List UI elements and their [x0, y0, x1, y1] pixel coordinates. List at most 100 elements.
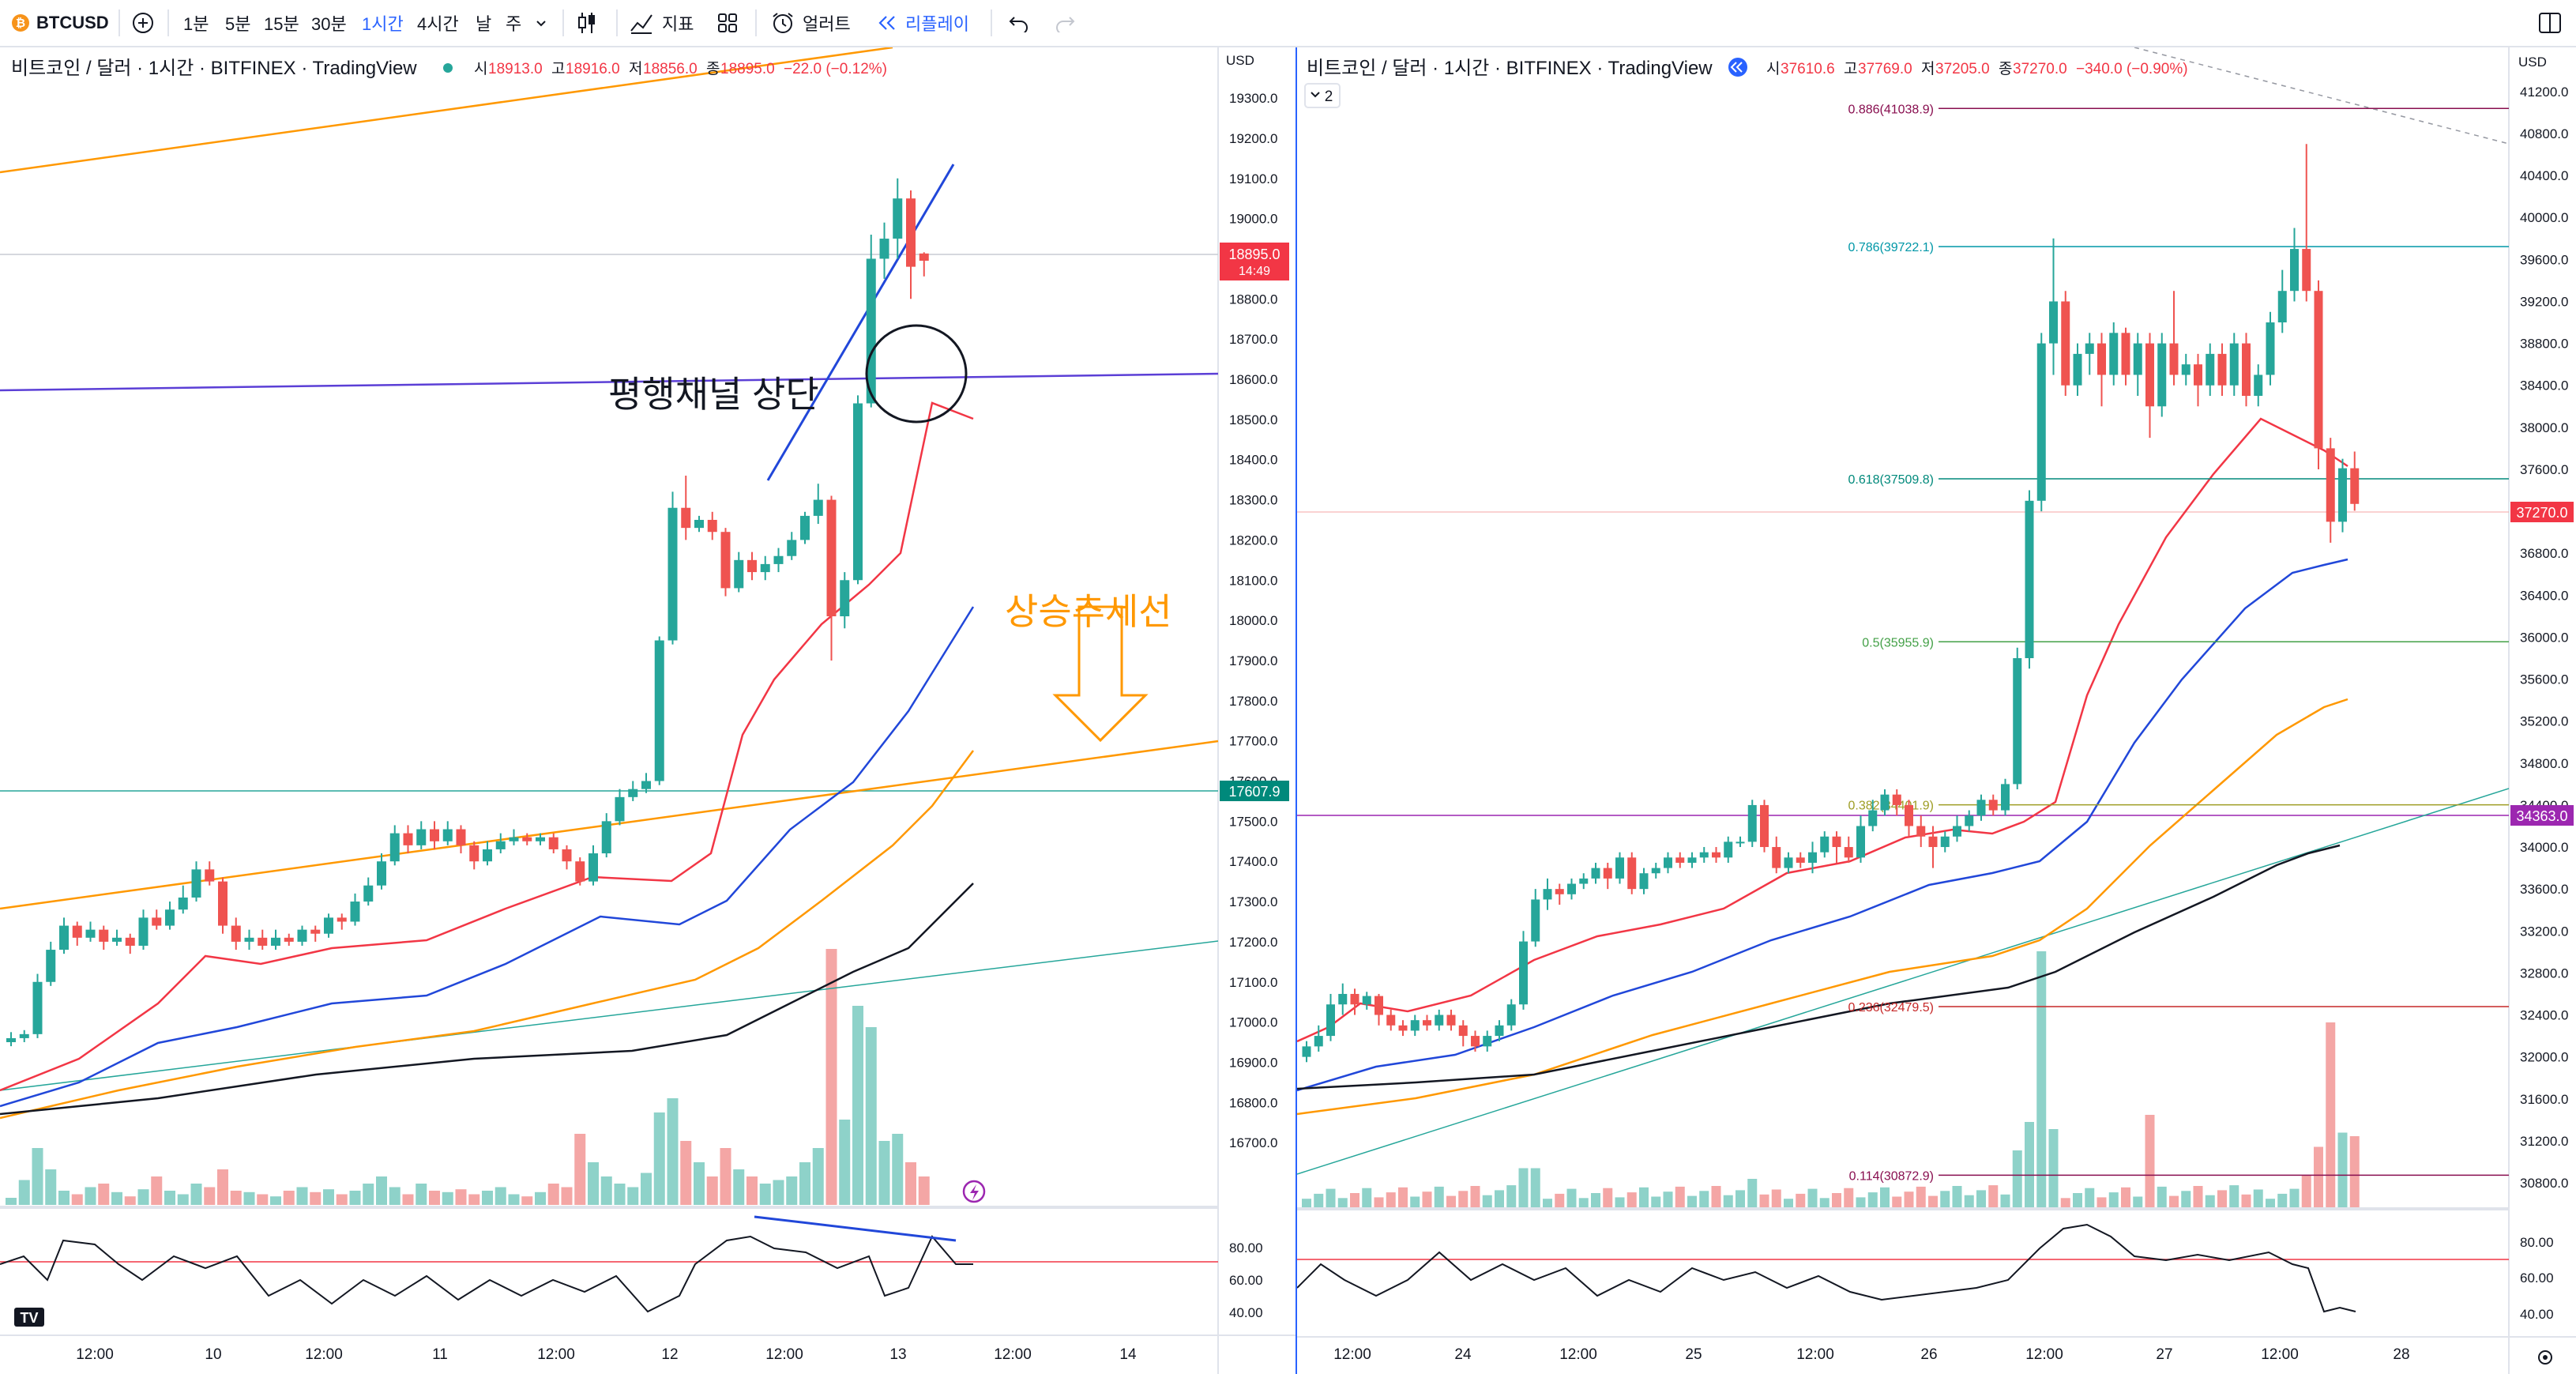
candle-body — [2194, 364, 2202, 386]
volume-bar — [1555, 1193, 1565, 1207]
candle-body — [800, 515, 810, 540]
channel-mid-line — [0, 372, 1219, 392]
volume-bar — [204, 1187, 216, 1205]
candle-body — [509, 837, 519, 841]
dashed-trend-line — [2134, 47, 2510, 145]
replay-button[interactable]: 리플레이 — [877, 0, 969, 46]
interval-30m[interactable]: 30분 — [311, 14, 347, 34]
redo-button[interactable] — [1054, 0, 1076, 46]
volume-bar — [1337, 1198, 1348, 1207]
volume-bar — [733, 1169, 745, 1205]
time-tick: 12 — [661, 1346, 678, 1363]
candle-body — [297, 929, 307, 942]
volume-bar — [746, 1176, 758, 1205]
layout-grid-icon — [718, 13, 737, 32]
compare-add-button[interactable] — [131, 0, 155, 46]
volume-bar — [574, 1134, 586, 1205]
time-tick: 26 — [1920, 1346, 1937, 1363]
right-chart-pane[interactable]: 0.886(41038.9) 0.786(39722.1) 0.618(37509.… — [1297, 47, 2576, 1374]
volume-bar — [1458, 1191, 1469, 1207]
volume-bar — [468, 1194, 480, 1205]
top-toolbar: ₿ BTCUSD 1분 5분 15분 30분 1시간 4시간 날 주 지표 얼러… — [0, 0, 2576, 47]
candle-body — [2025, 500, 2034, 658]
volume-bar — [547, 1184, 559, 1205]
candle-body — [1928, 836, 1938, 848]
price-tick: 37600.0 — [2520, 462, 2568, 477]
collapsed-indicators-button[interactable]: 2 — [1304, 83, 1341, 108]
indicators-label: 지표 — [662, 14, 694, 34]
volume-bar — [2289, 1188, 2300, 1207]
fullscreen-button[interactable] — [2537, 0, 2563, 46]
volume-bar — [137, 1189, 149, 1205]
volume-bar — [6, 1198, 17, 1205]
pane-divider[interactable] — [1296, 47, 1297, 1374]
interval-dropdown[interactable] — [534, 0, 548, 46]
interval-1w[interactable]: 주 — [506, 14, 522, 34]
volume-bar — [270, 1196, 281, 1205]
price-tick: 36400.0 — [2520, 588, 2568, 603]
candle-body — [1760, 804, 1769, 848]
candle-body — [681, 507, 691, 529]
candle-body — [1988, 800, 1998, 811]
svg-text:TV: TV — [20, 1310, 38, 1326]
volume-bar — [482, 1191, 493, 1205]
left-time-axis[interactable]: 12:00 10 12:00 11 12:00 12 12:00 13 12:00 14 — [76, 1346, 1137, 1363]
price-tick: 17800.0 — [1229, 694, 1277, 709]
left-chart-pane[interactable]: 비트코인 / 달러 · 1시간 · BITFINEX · TradingView… — [0, 47, 1296, 1374]
candle-body — [1880, 794, 1890, 811]
interval-5m[interactable]: 5분 — [225, 14, 251, 34]
volume-bar — [1796, 1193, 1806, 1207]
price-tick: 34000.0 — [2520, 840, 2568, 855]
volume-bar — [1711, 1186, 1721, 1207]
left-volume-bars — [6, 949, 930, 1205]
candle-body — [1808, 852, 1817, 863]
right-ohlc-legend: 시 37610.6 고 37769.0 저 37205.0 종 37270.0 … — [1766, 60, 2188, 77]
candle-body — [720, 532, 731, 589]
symbol-search-button[interactable]: ₿ BTCUSD — [11, 0, 109, 46]
interval-1d[interactable]: 날 — [476, 14, 492, 34]
candle-body — [125, 937, 135, 946]
chart-type-button[interactable] — [575, 0, 599, 46]
svg-text:2: 2 — [1325, 88, 1333, 105]
interval-1m[interactable]: 1분 — [183, 14, 209, 34]
interval-15m[interactable]: 15분 — [264, 14, 299, 34]
rsi-divergence-line — [754, 1215, 957, 1242]
settings-gear-icon[interactable] — [2538, 1350, 2552, 1365]
candle-body — [853, 403, 863, 581]
volume-bar — [177, 1194, 189, 1205]
lightning-icon[interactable] — [962, 1180, 986, 1203]
candle-body — [2314, 291, 2323, 449]
volume-bar — [1482, 1195, 1492, 1207]
candle-body — [1892, 794, 1901, 805]
indicators-button[interactable]: 지표 — [629, 0, 694, 46]
volume-bar — [2217, 1190, 2227, 1207]
volume-bar — [2036, 951, 2047, 1207]
candle-body — [324, 917, 333, 934]
interval-4h[interactable]: 4시간 — [417, 14, 459, 34]
volume-bar — [1326, 1188, 1336, 1207]
undo-button[interactable] — [1008, 0, 1030, 46]
volume-bar — [151, 1176, 163, 1205]
price-tick: 33200.0 — [2520, 924, 2568, 939]
left-ohlc-legend: 시 18913.0 고 18916.0 저 18856.0 종 18895.0 … — [474, 60, 887, 77]
right-time-axis[interactable]: 12:00 24 12:00 25 12:00 26 12:00 27 12:00 28 — [1333, 1346, 2409, 1363]
left-price-axis[interactable]: 19300.019200.019100.019000.018900.018800… — [1229, 91, 1277, 1150]
volume-bar — [2229, 1185, 2239, 1207]
candle-body — [2157, 343, 2167, 407]
time-tick: 12:00 — [1796, 1346, 1834, 1363]
candle-body — [138, 917, 149, 946]
candle-body — [2073, 353, 2082, 386]
right-currency-label: USD — [2518, 55, 2547, 70]
candle-body — [1953, 826, 1961, 837]
volume-bar — [296, 1187, 308, 1205]
right-price-axis[interactable]: 41200.0 40800.0 40400.0 40000.0 39600.0 39200… — [2520, 85, 2568, 1191]
price-tick: 18300.0 — [1229, 493, 1277, 508]
interval-1h[interactable]: 1시간 — [362, 14, 404, 34]
right-drawings — [1297, 47, 2510, 1175]
layouts-button[interactable] — [716, 0, 739, 46]
candle-body — [1495, 1025, 1504, 1037]
replay-badge-icon[interactable] — [1728, 58, 1747, 77]
candle-body — [787, 540, 797, 556]
alert-button[interactable]: 얼러트 — [771, 0, 851, 46]
candle-body — [522, 837, 532, 841]
